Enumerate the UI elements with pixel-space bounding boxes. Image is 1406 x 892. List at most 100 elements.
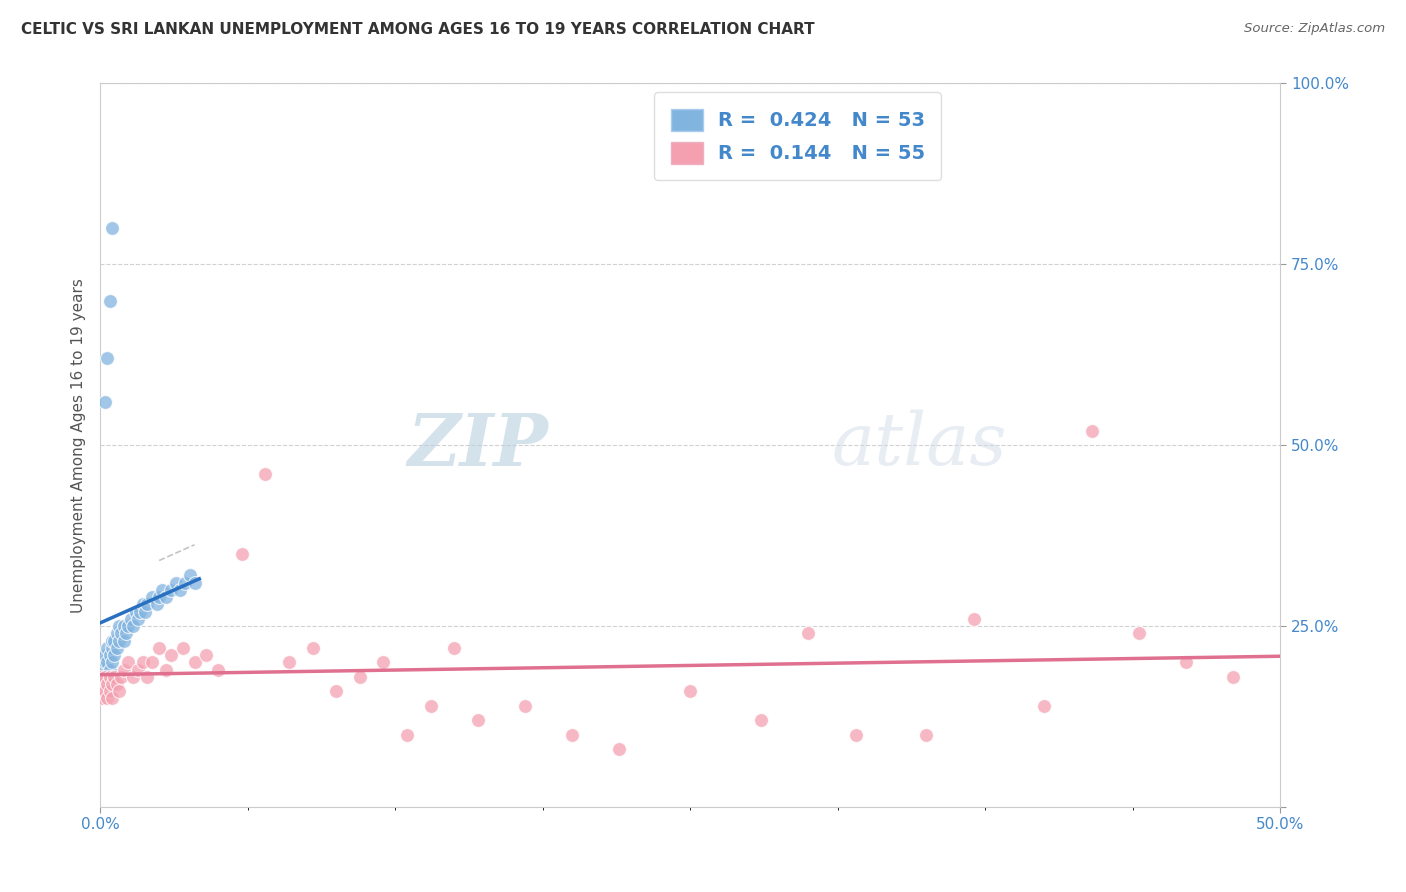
Point (160, 648, 183, 662)
Point (91, 670, 114, 684)
Point (108, 633, 131, 648)
Point (122, 670, 145, 684)
Point (349, 670, 371, 684)
Point (112, 633, 135, 648)
Point (513, 698, 536, 713)
Point (89, 663, 111, 677)
Point (101, 633, 124, 648)
Point (112, 619, 135, 633)
Point (131, 655, 153, 669)
Point (155, 663, 177, 677)
Point (120, 612, 142, 626)
Point (1080, 424, 1102, 438)
Point (169, 582, 191, 597)
Point (108, 619, 131, 633)
Point (127, 612, 149, 626)
Text: ZIP: ZIP (408, 409, 548, 481)
Point (141, 590, 163, 604)
Point (231, 547, 253, 561)
Point (962, 612, 984, 626)
Y-axis label: Unemployment Among Ages 16 to 19 years: Unemployment Among Ages 16 to 19 years (72, 277, 86, 613)
Point (797, 626, 820, 640)
Point (127, 663, 149, 677)
Point (105, 626, 128, 640)
Point (89, 677, 111, 691)
Point (373, 655, 395, 669)
Point (419, 698, 441, 713)
Point (98, 670, 121, 684)
Point (89, 670, 111, 684)
Point (103, 648, 125, 662)
Point (183, 655, 205, 669)
Point (165, 575, 187, 590)
Point (844, 728, 866, 742)
Point (103, 633, 125, 648)
Point (94, 684, 117, 698)
Text: CELTIC VS SRI LANKAN UNEMPLOYMENT AMONG AGES 16 TO 19 YEARS CORRELATION CHART: CELTIC VS SRI LANKAN UNEMPLOYMENT AMONG … (21, 22, 814, 37)
Point (301, 640, 323, 655)
Point (172, 640, 194, 655)
Point (749, 713, 772, 727)
Point (609, 742, 631, 756)
Point (94, 648, 117, 662)
Point (101, 691, 124, 706)
Point (124, 605, 146, 619)
Point (94, 394, 117, 409)
Point (325, 684, 347, 698)
Point (112, 663, 135, 677)
Point (91, 655, 114, 669)
Point (98, 663, 121, 677)
Point (136, 670, 159, 684)
Point (94, 663, 117, 677)
Point (146, 598, 169, 612)
Point (150, 582, 173, 597)
Point (561, 728, 583, 742)
Point (179, 568, 201, 582)
Point (98, 293, 121, 308)
Point (117, 655, 139, 669)
Point (122, 619, 145, 633)
Point (129, 605, 152, 619)
Point (155, 590, 177, 604)
Point (96, 677, 118, 691)
Point (117, 619, 139, 633)
Point (110, 670, 132, 684)
Text: atlas: atlas (832, 410, 1008, 481)
Point (108, 684, 131, 698)
Point (101, 221, 124, 235)
Point (141, 655, 163, 669)
Point (89, 670, 111, 684)
Point (1175, 655, 1198, 669)
Point (915, 728, 938, 742)
Point (98, 648, 121, 662)
Point (679, 684, 702, 698)
Point (1222, 670, 1244, 684)
Point (254, 467, 277, 482)
Point (1033, 698, 1056, 713)
Point (110, 626, 132, 640)
Point (101, 640, 124, 655)
Point (148, 590, 170, 604)
Point (94, 655, 117, 669)
Point (195, 648, 218, 662)
Point (101, 677, 124, 691)
Point (103, 670, 125, 684)
Point (1128, 626, 1150, 640)
Point (207, 663, 229, 677)
Point (96, 670, 118, 684)
Point (101, 655, 124, 669)
Point (89, 684, 111, 698)
Point (91, 677, 114, 691)
Point (94, 677, 117, 691)
Point (105, 640, 128, 655)
Point (96, 691, 118, 706)
Point (278, 655, 301, 669)
Point (91, 677, 114, 691)
Point (115, 626, 138, 640)
Point (96, 640, 118, 655)
Point (395, 728, 418, 742)
Point (443, 640, 465, 655)
Point (96, 655, 118, 669)
Point (174, 575, 197, 590)
Text: Source: ZipAtlas.com: Source: ZipAtlas.com (1244, 22, 1385, 36)
